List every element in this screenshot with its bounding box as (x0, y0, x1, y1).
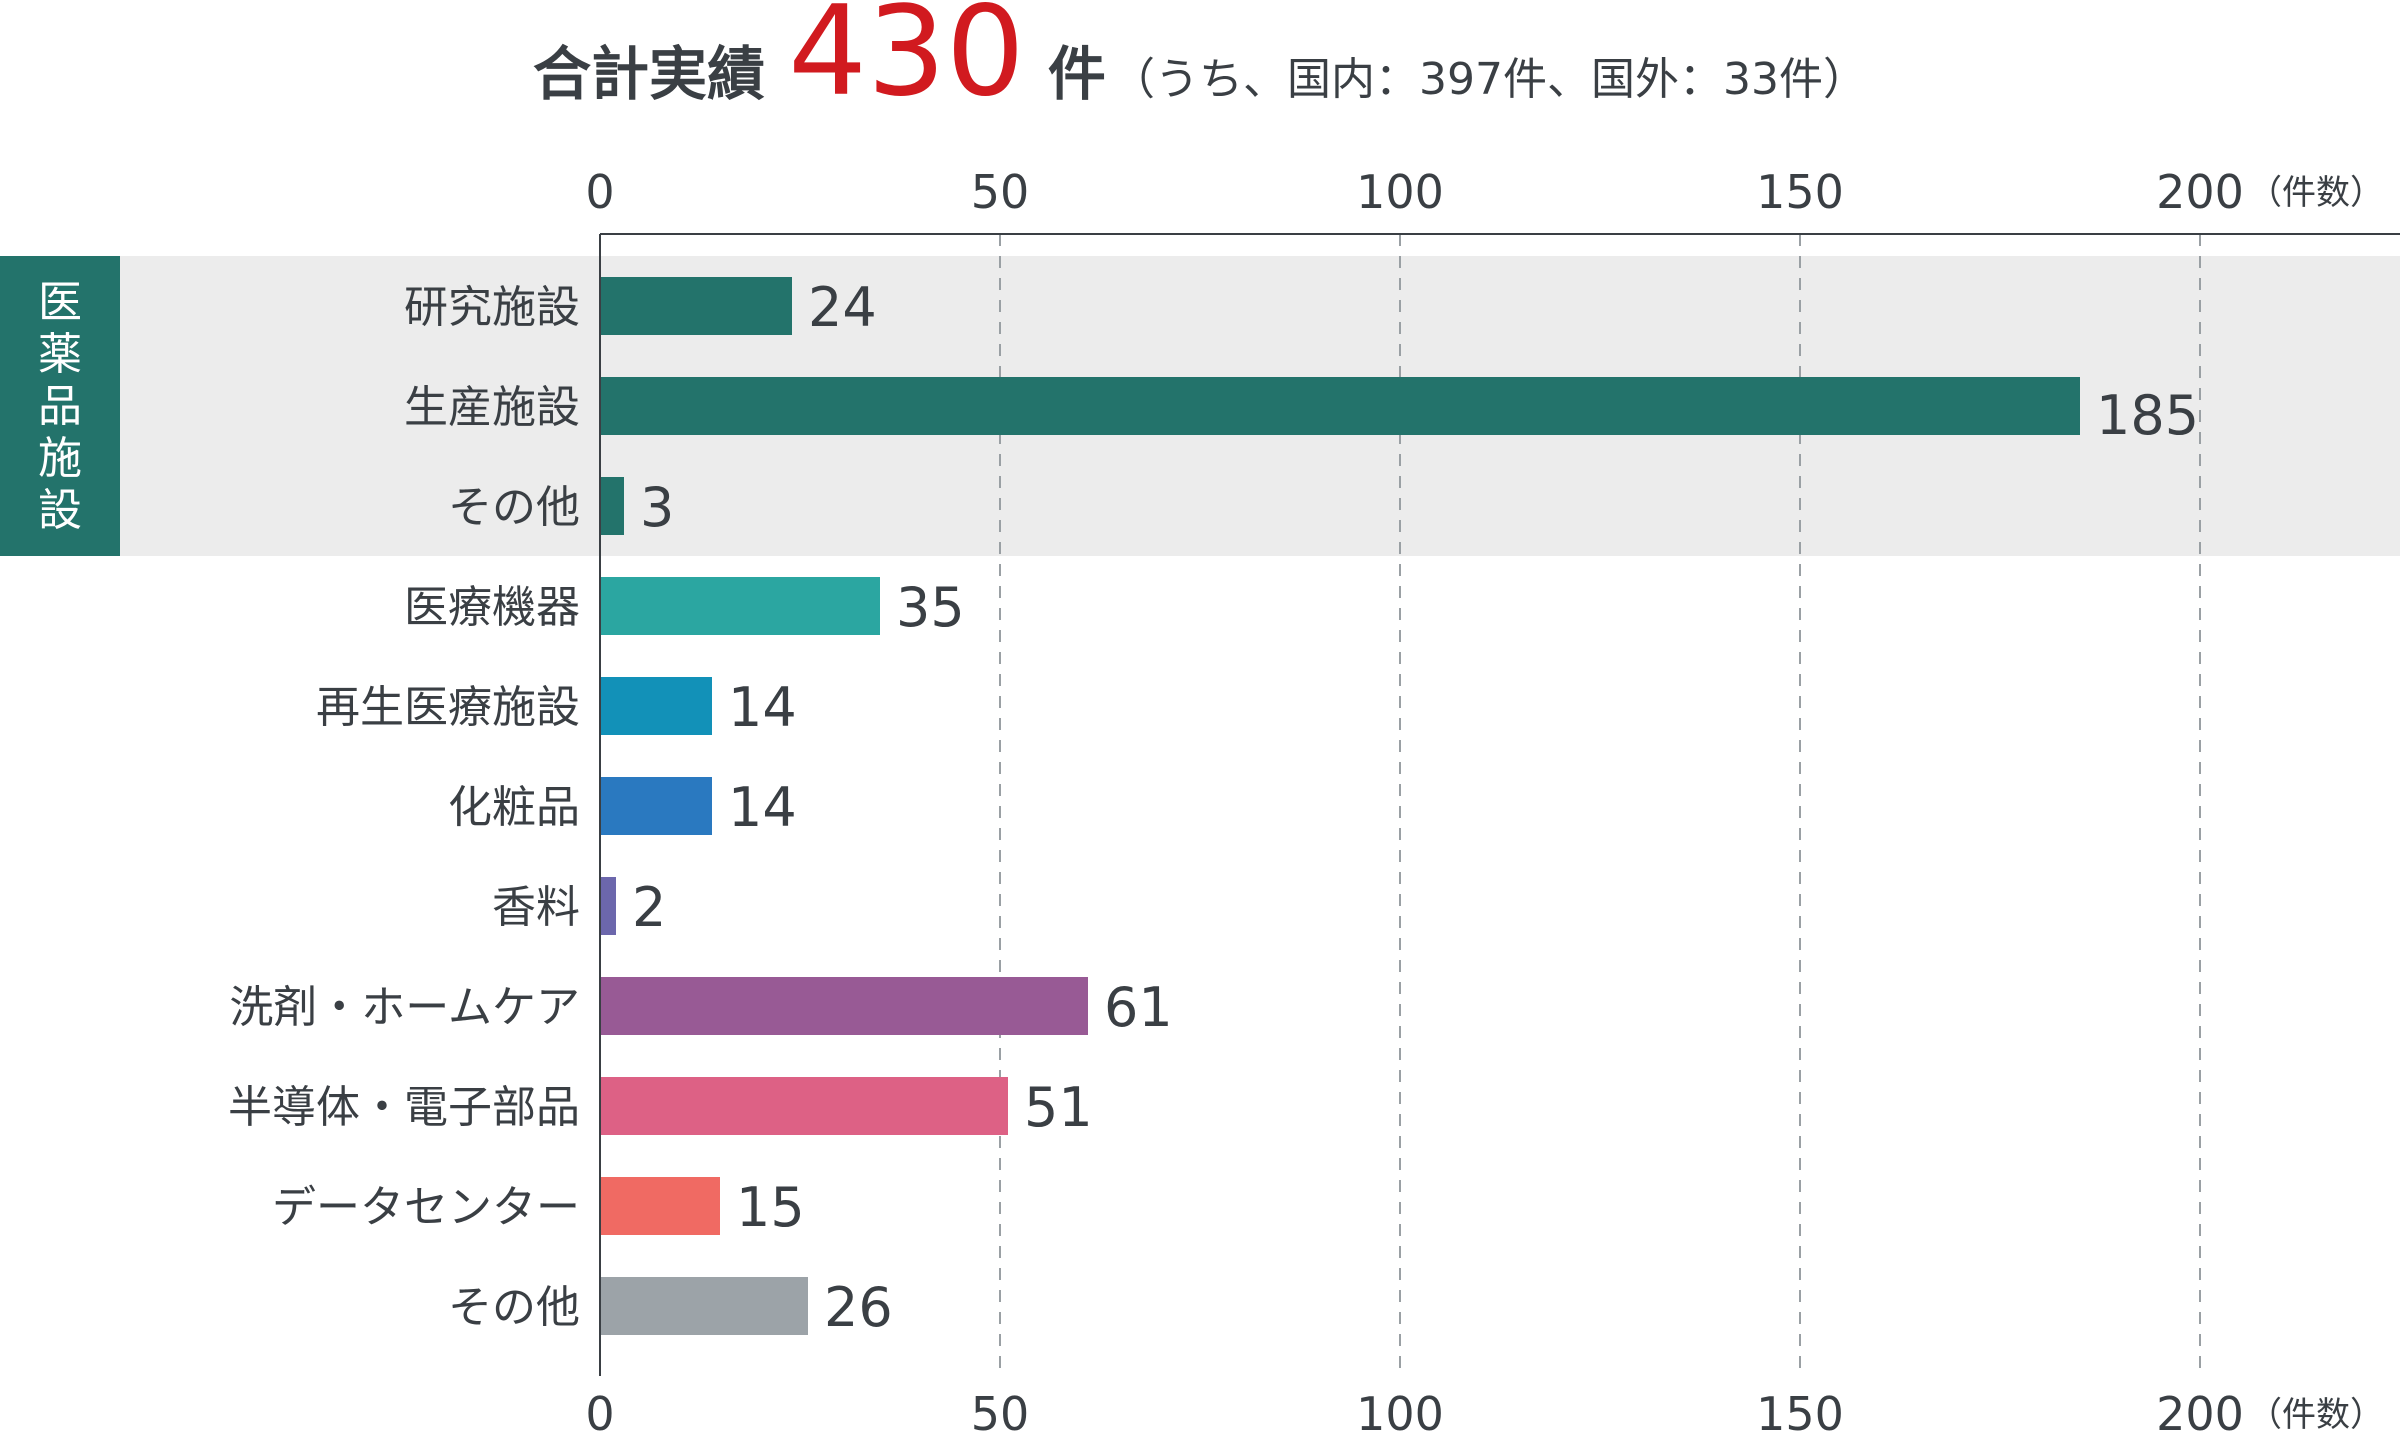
bars (600, 277, 2080, 1335)
value-label: 3 (640, 476, 674, 539)
tick-label: 0 (585, 165, 614, 219)
value-label: 14 (728, 676, 797, 739)
header-label: 合計実績 (533, 40, 765, 108)
bar (600, 777, 712, 835)
category-label: 医療機器 (404, 582, 580, 633)
group-label-box (0, 256, 120, 556)
category-label: データセンター (272, 1182, 580, 1233)
bar (600, 1077, 1008, 1135)
value-label: 51 (1024, 1076, 1093, 1139)
tick-label: 200 (2156, 1387, 2244, 1440)
category-label: 香料 (492, 882, 580, 933)
value-label: 26 (824, 1276, 893, 1339)
bar (600, 477, 624, 535)
category-label: 洗剤・ホームケア (229, 982, 580, 1033)
value-label: 15 (736, 1176, 805, 1239)
chart-header: 合計実績 430 件 （うち、国内：397件、国外：33件） (533, 0, 1867, 124)
tick-label: 0 (585, 1387, 614, 1440)
category-labels: 研究施設生産施設その他医療機器再生医療施設化粧品香料洗剤・ホームケア半導体・電子… (228, 282, 580, 1333)
axis-unit-label: （件数） (2248, 1395, 2384, 1435)
grid-lines (999, 234, 2201, 1376)
tick-label: 150 (1756, 165, 1844, 219)
tick-label: 150 (1756, 1387, 1844, 1440)
tick-label: 100 (1356, 165, 1444, 219)
bar (600, 577, 880, 635)
bar (600, 277, 792, 335)
header-unit: 件 (1048, 40, 1106, 108)
category-label: その他 (448, 1282, 580, 1333)
tick-labels: 0 50 100 150 200 （件数）0 50 100 150 200 （件数） (585, 165, 2384, 1440)
header-total: 430 (788, 0, 1025, 124)
tick-label: 200 (2156, 165, 2244, 219)
tick-label: 50 (971, 165, 1030, 219)
bar (600, 377, 2080, 435)
category-label: 再生医療施設 (316, 682, 580, 733)
header-breakdown: （うち、国内：397件、国外：33件） (1111, 54, 1867, 105)
axis-unit-label: （件数） (2248, 173, 2384, 213)
bar (600, 977, 1088, 1035)
value-label: 185 (2096, 384, 2199, 447)
bar (600, 1277, 808, 1335)
value-label: 24 (808, 276, 877, 339)
tick-label: 50 (971, 1387, 1030, 1440)
bar (600, 677, 712, 735)
category-label: 生産施設 (404, 382, 580, 433)
group-label: 医薬品施設 (38, 277, 82, 536)
axes (599, 233, 2400, 1376)
value-label: 14 (728, 776, 797, 839)
value-label: 61 (1104, 976, 1173, 1039)
category-label: その他 (448, 482, 580, 533)
bar (600, 1177, 720, 1235)
bar (600, 877, 616, 935)
category-label: 化粧品 (448, 782, 580, 833)
value-label: 35 (896, 576, 965, 639)
category-label: 半導体・電子部品 (228, 1082, 580, 1133)
category-label: 研究施設 (404, 282, 580, 333)
tick-label: 100 (1356, 1387, 1444, 1440)
value-label: 2 (632, 876, 666, 939)
